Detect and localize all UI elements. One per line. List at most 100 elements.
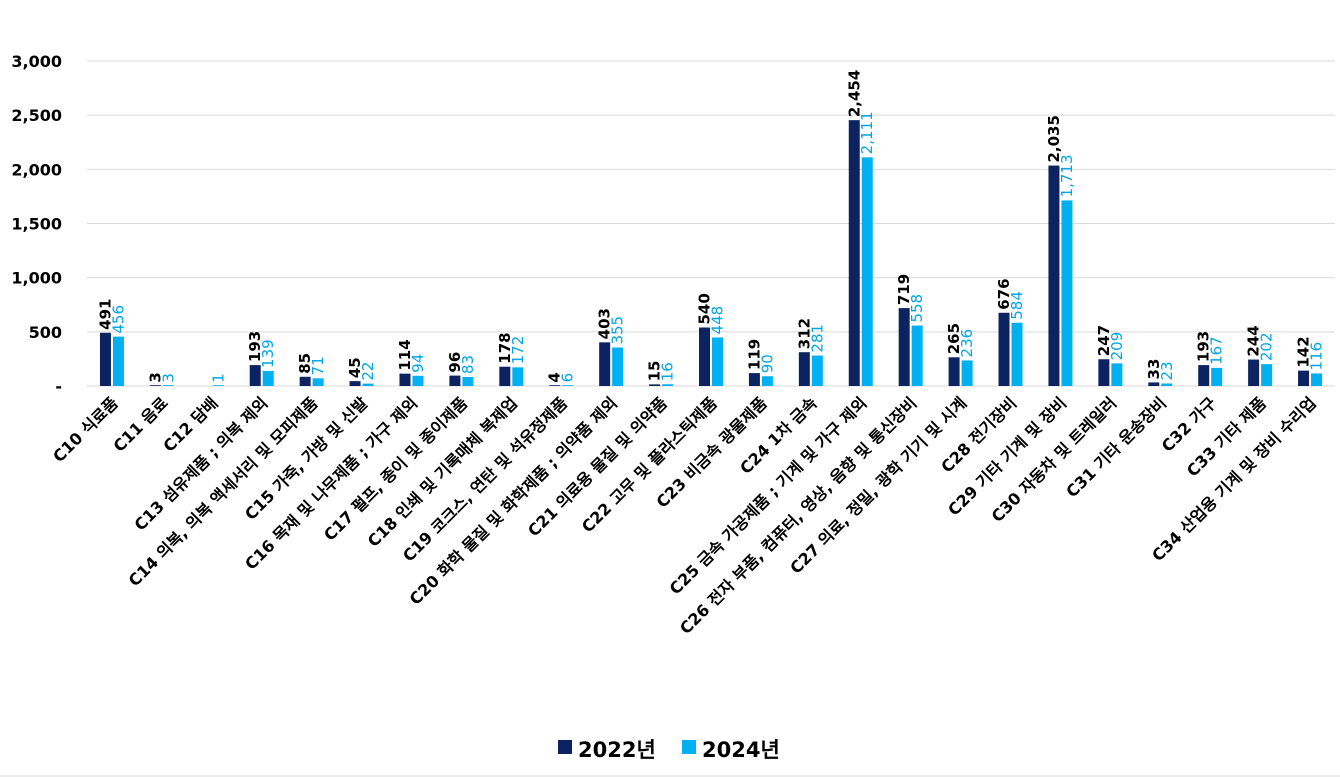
bar-2022-3 [249, 365, 261, 386]
x-tick-label-16: C26 전자 부품, 컴퓨터, 영상, 음향 및 통신장비 [676, 393, 920, 637]
data-label-2024-15: 2,111 [858, 111, 876, 154]
data-label-2024-0: 456 [109, 305, 127, 334]
data-label-2024-24: 116 [1308, 342, 1326, 371]
data-label-2022-10: 403 [596, 308, 614, 339]
bar-2024-23 [1261, 364, 1273, 386]
bar-2022-9 [549, 385, 561, 386]
data-label-2022-6: 114 [396, 339, 414, 370]
data-label-2024-9: 6 [559, 373, 577, 383]
bar-2022-22 [1198, 365, 1210, 386]
data-label-2024-8: 172 [509, 336, 527, 365]
bar-2024-10 [612, 347, 624, 386]
bar-2024-18 [1011, 322, 1023, 386]
bar-2024-16 [911, 325, 923, 386]
bar-2024-3 [262, 370, 274, 386]
y-tick-label-1: 500 [29, 323, 62, 342]
legend-label-2024: 2024년 [702, 738, 780, 762]
bar-2022-19 [1048, 165, 1060, 386]
y-tick-label-0: - [55, 377, 62, 396]
data-label-2022-17: 265 [945, 323, 963, 354]
data-label-2022-4: 85 [296, 353, 314, 374]
x-tick-label-0: C10 식료품 [49, 393, 122, 466]
data-label-2022-19: 2,035 [1045, 115, 1063, 162]
bar-2022-12 [699, 327, 710, 386]
data-label-2022-15: 2,454 [845, 70, 863, 117]
bar-2024-1 [162, 385, 174, 386]
bar-2022-21 [1148, 382, 1160, 386]
data-label-2022-21: 33 [1145, 359, 1163, 380]
data-label-2024-20: 209 [1108, 332, 1126, 361]
gridlines [87, 60, 1335, 387]
bar-2024-12 [712, 337, 723, 386]
bar-2022-1 [149, 385, 161, 386]
bars [99, 120, 1323, 387]
data-label-2024-1: 3 [159, 373, 177, 383]
data-label-2024-6: 94 [409, 354, 427, 373]
bar-2024-0 [112, 336, 124, 386]
bar-2022-7 [449, 375, 461, 386]
data-label-2024-12: 448 [709, 306, 727, 335]
data-labels: 491 3 193 85 45 114 96 178 4 403 15 540 119 312 2,454 7… [96, 70, 1325, 383]
data-label-2022-23: 244 [1245, 325, 1263, 356]
legend: 2022년 2024년 [558, 738, 780, 762]
data-label-2022-16: 719 [895, 274, 913, 305]
bar-2022-15 [848, 120, 860, 387]
data-label-2022-24: 142 [1295, 336, 1313, 367]
data-label-2024-16: 558 [908, 294, 926, 323]
bar-2024-21 [1161, 383, 1173, 386]
data-label-2024-13: 90 [758, 354, 776, 373]
data-label-2024-2: 1 [209, 373, 227, 383]
y-tick-label-3: 1,500 [11, 215, 62, 234]
data-label-2024-21: 23 [1158, 361, 1176, 380]
bar-2024-13 [761, 376, 773, 386]
data-label-2022-20: 247 [1095, 325, 1113, 356]
data-label-2022-7: 96 [446, 352, 464, 373]
bar-2024-14 [811, 355, 823, 386]
y-tick-label-4: 2,000 [11, 160, 62, 179]
bar-2024-22 [1211, 367, 1223, 386]
data-label-2022-0: 491 [96, 298, 114, 329]
bar-2024-5 [362, 383, 374, 386]
bar-2022-11 [649, 384, 661, 386]
bar-2024-15 [861, 157, 873, 386]
data-label-2022-1: 3 [146, 372, 164, 382]
data-label-2022-18: 676 [995, 278, 1013, 309]
data-label-2024-18: 584 [1008, 291, 1026, 320]
data-label-2024-23: 202 [1258, 332, 1276, 361]
data-label-2024-11: 16 [659, 362, 677, 381]
bar-2022-6 [399, 373, 411, 386]
y-axis-tick-labels: - 500 1,000 1,500 2,000 2,500 3,000 [11, 52, 62, 396]
y-tick-label-5: 2,500 [11, 106, 62, 125]
data-label-2022-12: 540 [696, 293, 714, 324]
bar-2022-24 [1298, 370, 1310, 386]
bar-2024-7 [462, 377, 474, 386]
data-label-2024-22: 167 [1208, 336, 1226, 365]
data-label-2024-10: 355 [609, 316, 627, 345]
bar-2024-2 [212, 385, 224, 386]
data-label-2024-7: 83 [459, 355, 477, 374]
bar-2022-18 [998, 312, 1010, 386]
bar-2024-4 [312, 378, 324, 386]
bar-2022-4 [299, 376, 311, 386]
bar-2022-17 [948, 357, 960, 386]
data-label-2024-5: 22 [359, 362, 377, 381]
data-label-2022-11: 15 [646, 361, 664, 382]
data-label-2022-8: 178 [496, 332, 514, 363]
data-label-2022-13: 119 [745, 339, 763, 370]
bar-2024-24 [1311, 373, 1323, 386]
bar-2022-14 [798, 352, 810, 386]
bar-2022-0 [99, 332, 111, 386]
y-tick-label-6: 3,000 [11, 52, 62, 71]
data-label-2024-14: 281 [808, 324, 826, 353]
data-label-2022-5: 45 [346, 357, 364, 378]
data-label-2022-22: 193 [1195, 331, 1213, 362]
bar-2024-8 [512, 367, 524, 386]
bar-2022-23 [1248, 359, 1260, 386]
y-tick-label-2: 1,000 [11, 269, 62, 288]
bar-2022-5 [349, 381, 361, 386]
bar-2024-20 [1111, 363, 1123, 386]
bar-2022-13 [748, 373, 760, 386]
bar-2024-17 [961, 360, 973, 386]
data-label-2024-17: 236 [958, 329, 976, 358]
